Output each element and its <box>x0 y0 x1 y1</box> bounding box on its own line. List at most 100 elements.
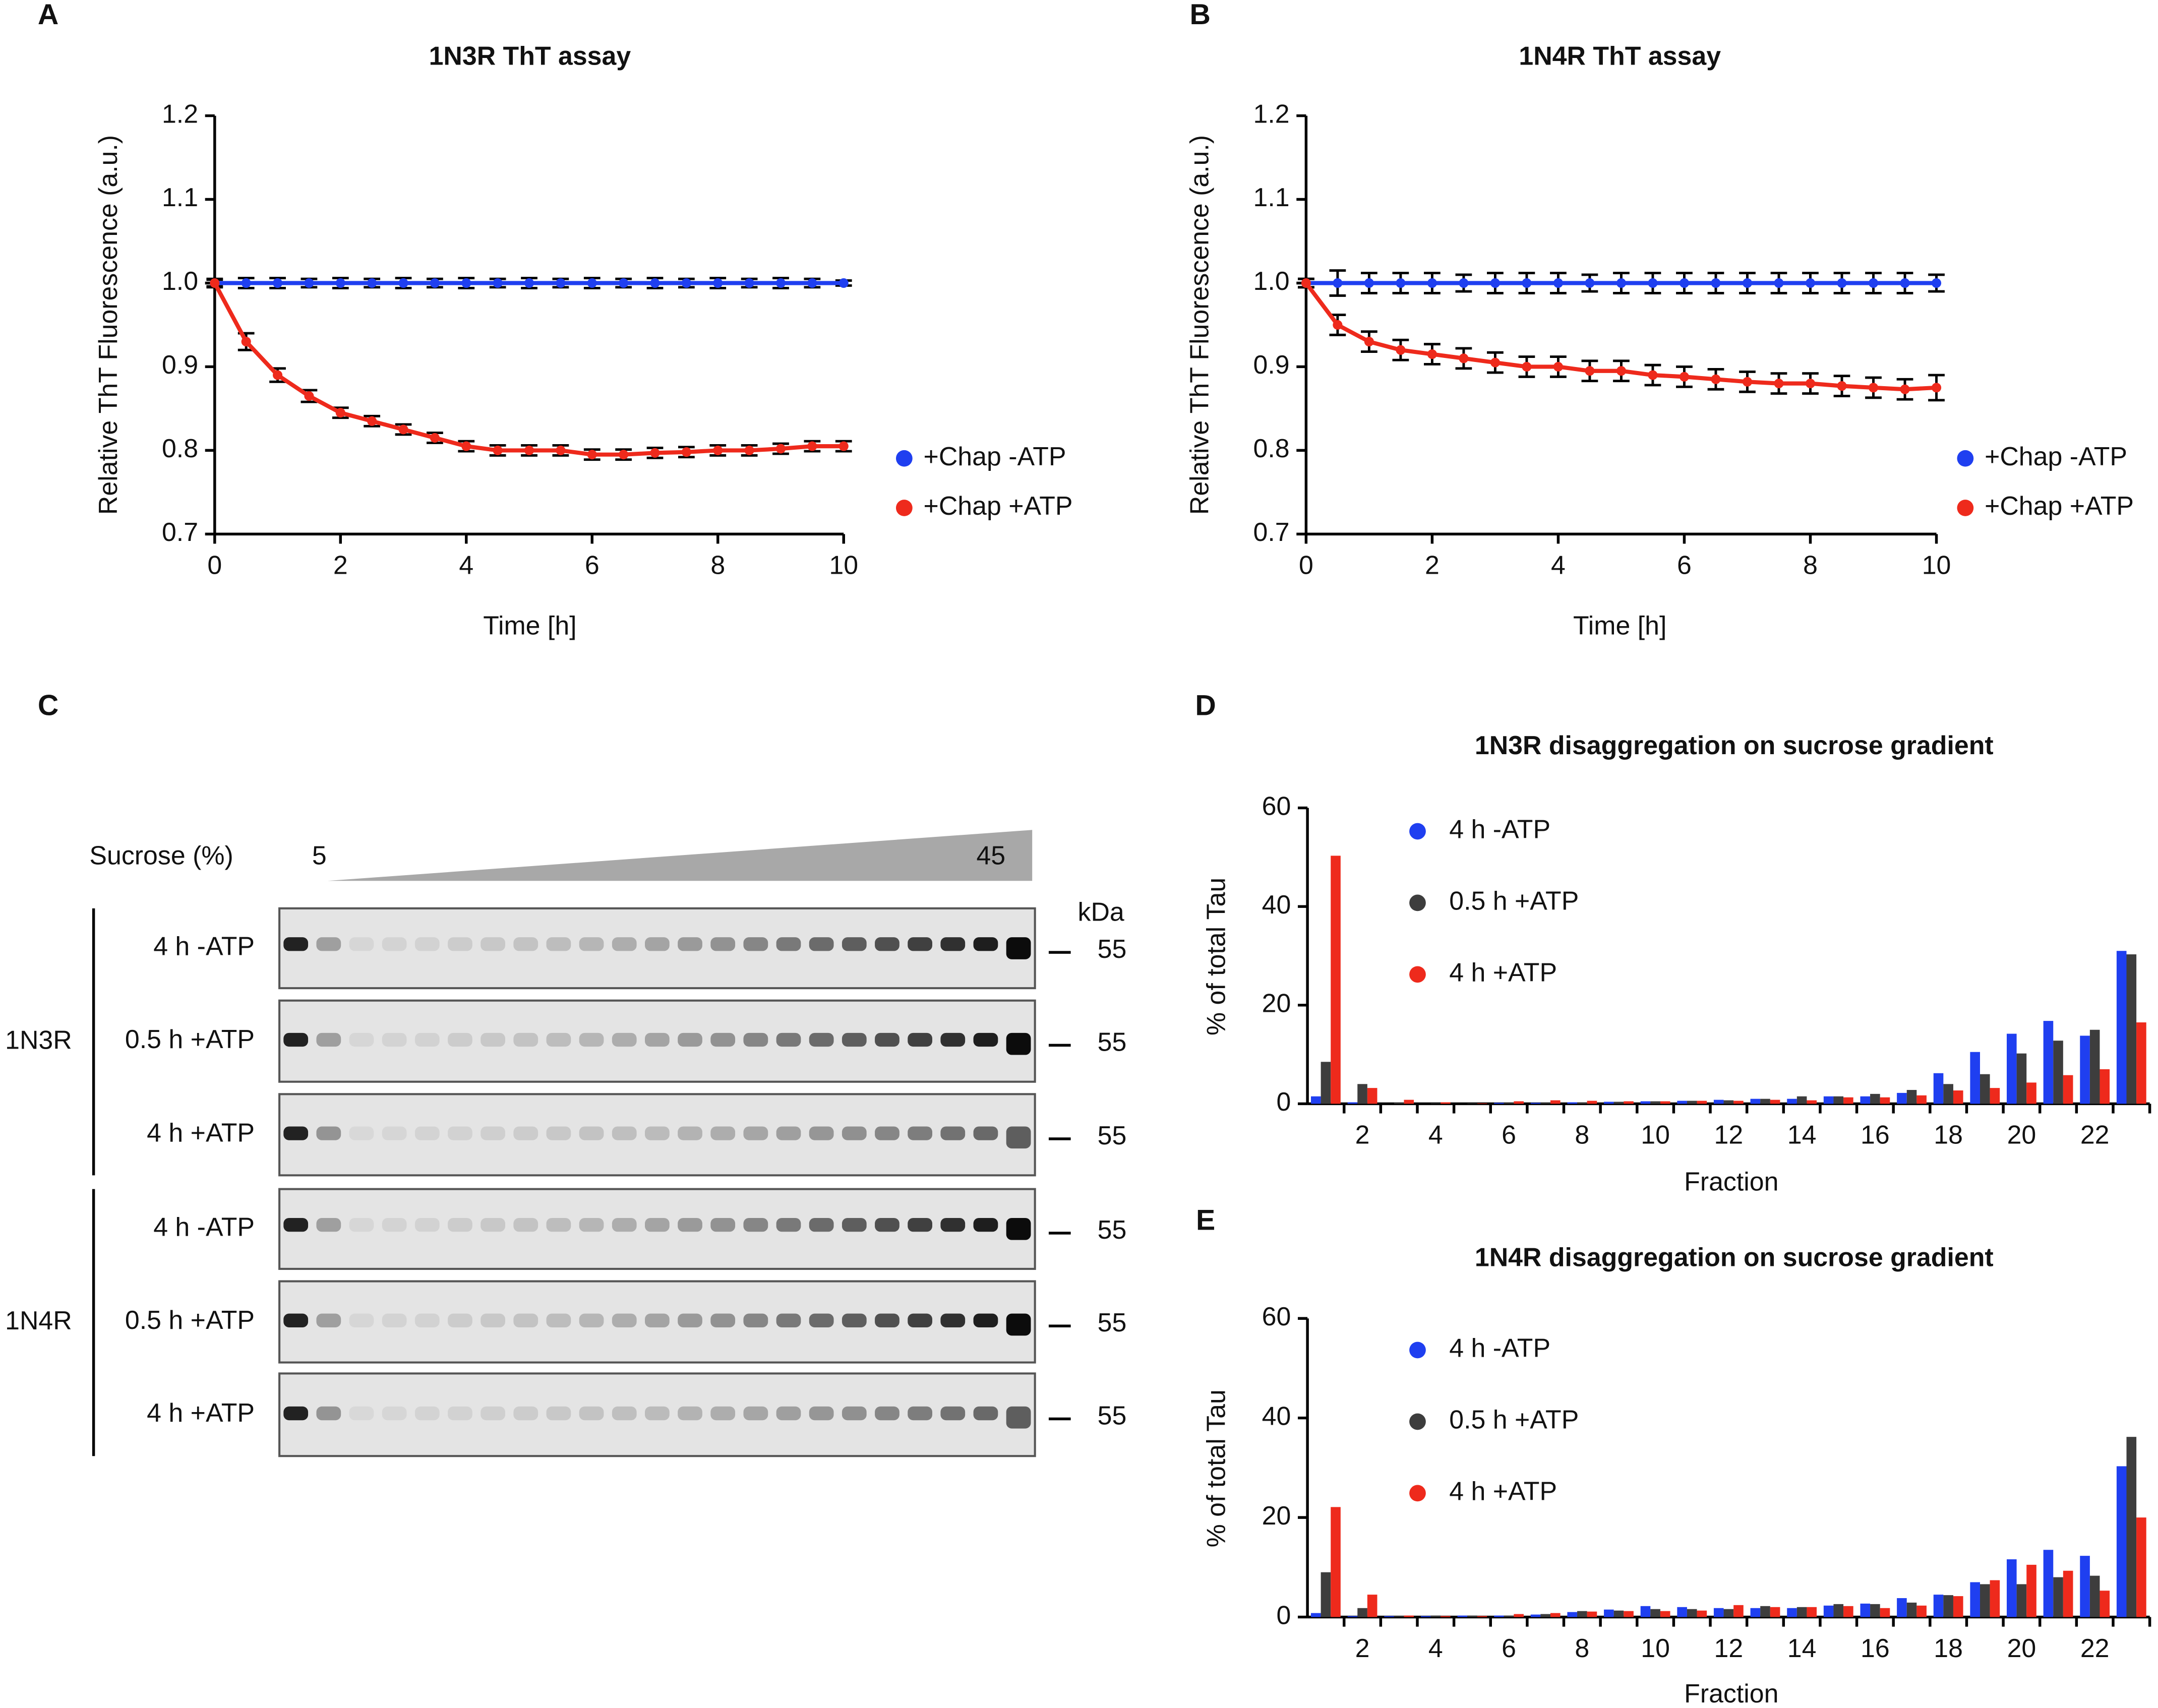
point <box>1931 278 1942 288</box>
point <box>1900 278 1910 288</box>
bar <box>1530 1614 1541 1617</box>
mw-label: 55 <box>1098 1027 1127 1056</box>
bar <box>1787 1608 1797 1617</box>
bar <box>1980 1584 1990 1617</box>
y-axis-label: % of total Tau <box>1201 878 1230 1035</box>
bar <box>1860 1603 1871 1617</box>
band <box>908 937 933 951</box>
band <box>612 1313 637 1327</box>
bar <box>1550 1613 1561 1617</box>
point <box>775 444 786 454</box>
point <box>367 416 377 426</box>
x-tick-label: 12 <box>1714 1120 1744 1149</box>
legend-marker <box>1409 1341 1426 1359</box>
y-tick-label: 0.9 <box>1253 350 1290 379</box>
band <box>973 1406 998 1421</box>
x-tick-label: 2 <box>1355 1633 1370 1663</box>
bar <box>1677 1101 1687 1104</box>
bar <box>1404 1100 1414 1104</box>
band <box>546 1032 571 1047</box>
band <box>973 1313 998 1327</box>
point <box>807 278 817 288</box>
band <box>1006 1126 1031 1149</box>
band <box>316 1032 341 1047</box>
legend-label: 4 h -ATP <box>1449 815 1550 844</box>
bar <box>1640 1101 1651 1104</box>
bar <box>1347 1616 1358 1617</box>
band <box>743 1032 768 1047</box>
bar <box>1807 1607 1817 1617</box>
point <box>241 337 251 347</box>
band <box>1006 1313 1031 1336</box>
bar <box>1420 1616 1431 1617</box>
bar <box>1477 1103 1487 1104</box>
band <box>842 1126 867 1140</box>
legend-marker <box>1957 500 1974 516</box>
point <box>241 278 251 288</box>
bar <box>1870 1093 1880 1104</box>
band <box>644 1126 670 1140</box>
x-tick-label: 4 <box>1551 551 1566 580</box>
band <box>579 1217 604 1232</box>
legend-label: 4 h -ATP <box>1449 1333 1550 1363</box>
y-tick-label: 40 <box>1262 1401 1291 1430</box>
band <box>546 1406 571 1421</box>
bar <box>1514 1101 1524 1104</box>
legend-marker <box>895 450 913 467</box>
band <box>382 1032 407 1047</box>
bar <box>1750 1099 1761 1104</box>
bar <box>1357 1084 1367 1104</box>
x-axis-label: Fraction <box>1684 1679 1778 1708</box>
point <box>335 408 345 418</box>
bar <box>1514 1614 1524 1617</box>
x-tick-label: 16 <box>1861 1633 1890 1663</box>
band <box>481 1313 505 1327</box>
point <box>587 450 597 460</box>
bar <box>1604 1609 1614 1617</box>
x-tick-label: 14 <box>1787 1633 1817 1663</box>
bar <box>2126 954 2137 1104</box>
bar <box>2100 1591 2110 1617</box>
band <box>809 1406 834 1421</box>
bar <box>1953 1090 1963 1104</box>
band <box>875 937 900 951</box>
point <box>744 445 754 455</box>
legend-marker <box>1409 894 1426 911</box>
x-tick-label: 10 <box>829 551 858 580</box>
point <box>1364 278 1374 288</box>
band <box>481 1126 505 1140</box>
bar <box>2043 1021 2054 1104</box>
bar <box>1457 1615 1468 1617</box>
point <box>304 278 314 288</box>
y-tick-label: 60 <box>1262 1302 1291 1331</box>
band <box>973 937 998 951</box>
point <box>1774 379 1784 389</box>
panel-letter: D <box>1195 689 1216 721</box>
band <box>414 1126 440 1140</box>
bar <box>1807 1100 1817 1104</box>
point <box>681 278 691 288</box>
bar <box>1430 1615 1441 1617</box>
bar <box>1394 1616 1404 1617</box>
bar <box>1933 1595 1944 1617</box>
y-axis-label: Relative ThT Fluorescence (a.u.) <box>93 135 123 515</box>
band <box>612 937 637 951</box>
bar <box>1823 1096 1834 1104</box>
point <box>713 278 723 288</box>
bar <box>1770 1100 1780 1104</box>
point <box>744 278 754 288</box>
bar <box>1943 1084 1953 1104</box>
bar <box>1897 1598 1907 1617</box>
point <box>1585 366 1595 376</box>
bar <box>1906 1602 1917 1617</box>
point <box>430 433 440 443</box>
band <box>743 937 768 951</box>
bar <box>1687 1609 1697 1617</box>
band <box>776 937 801 951</box>
bar <box>2116 951 2127 1104</box>
bar <box>1384 1616 1394 1617</box>
bar <box>1321 1572 1331 1617</box>
band <box>579 1032 604 1047</box>
x-tick-label: 20 <box>2007 1120 2036 1149</box>
